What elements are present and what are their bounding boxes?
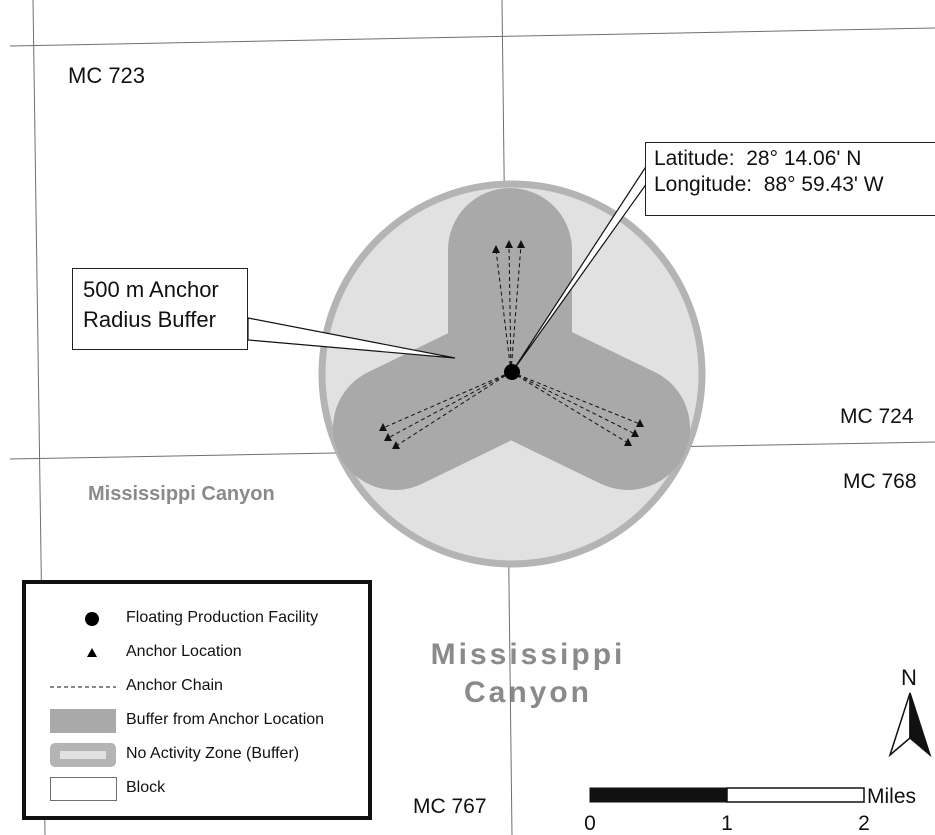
north-arrow-icon-left (888, 692, 911, 758)
coordinates-callout: Latitude: 28° 14.06' N Longitude: 88° 59… (645, 142, 935, 216)
legend-item-anchor-buffer: Buffer from Anchor Location (26, 704, 368, 738)
buffer-leader (247, 317, 456, 359)
scale-bar: Miles 0 1 2 (584, 785, 916, 835)
area-label-large-line2: Canyon (464, 676, 592, 709)
north-arrow-label: N (901, 665, 917, 690)
block-label-mc724: MC 724 (840, 405, 914, 428)
filled-circle-icon (85, 612, 99, 626)
anchor-location-icon (384, 433, 392, 441)
legend-label: Buffer from Anchor Location (126, 711, 325, 728)
legend-item-block: Block (26, 772, 368, 806)
scale-bar-tick-2: 2 (858, 812, 870, 835)
legend-item-anchor-location: Anchor Location (26, 636, 368, 670)
anchor-location-icon (631, 429, 639, 437)
longitude-text: Longitude: 88° 59.43' W (654, 173, 884, 196)
anchor-locations (379, 240, 644, 449)
anchor-chain (510, 371, 641, 425)
anchor-chain (382, 371, 512, 429)
latitude-text: Latitude: 28° 14.06' N (654, 147, 862, 170)
anchor-chain (395, 371, 512, 447)
legend-item-facility: Floating Production Facility (26, 602, 368, 636)
anchor-chain (508, 244, 512, 373)
anchor-chain (510, 371, 636, 435)
anchor-location-icon (379, 423, 387, 431)
scale-bar-tick-0: 0 (584, 812, 596, 835)
scale-bar-unit: Miles (867, 785, 916, 808)
north-arrow: N (888, 665, 932, 758)
gray-rectangle-icon (50, 709, 116, 733)
legend-label: Floating Production Facility (126, 609, 319, 626)
triangle-icon (87, 648, 97, 657)
buffer-callout-line2: Radius Buffer (83, 307, 216, 332)
anchor-location-icon (505, 240, 513, 248)
gray-outline-rectangle-icon (50, 743, 116, 767)
white-rectangle-icon (50, 777, 117, 801)
block-label-mc723: MC 723 (68, 63, 145, 88)
anchor-chain (510, 244, 522, 373)
anchor-location-icon (624, 438, 632, 446)
anchor-location-icon (492, 245, 500, 253)
block-label-mc767: MC 767 (413, 795, 487, 818)
anchor-location-icon (636, 419, 644, 427)
legend-label: Block (126, 779, 166, 796)
legend: Floating Production Facility Anchor Loca… (22, 580, 372, 820)
block-line-top (9, 27, 935, 47)
area-label-large-line1: Mississippi (431, 638, 626, 671)
legend-item-no-activity-zone: No Activity Zone (Buffer) (26, 738, 368, 772)
scale-bar-white-segment (726, 787, 865, 803)
area-label-small: Mississippi Canyon (88, 483, 275, 505)
legend-item-anchor-chain: Anchor Chain (26, 670, 368, 704)
anchor-chain (510, 371, 629, 444)
dashed-line-icon (50, 686, 116, 688)
floating-production-facility-icon (504, 364, 520, 380)
anchor-location-icon (517, 240, 525, 248)
scale-bar-tick-1: 1 (721, 812, 733, 835)
north-arrow-icon-right (909, 692, 932, 758)
anchor-location-icon (392, 441, 400, 449)
anchor-chains (382, 244, 641, 447)
buffer-callout-line1: 500 m Anchor (83, 277, 219, 302)
legend-label: Anchor Location (126, 643, 242, 660)
legend-label: No Activity Zone (Buffer) (126, 745, 300, 762)
buffer-radius-callout: 500 m Anchor Radius Buffer (72, 268, 248, 350)
legend-label: Anchor Chain (126, 677, 223, 694)
block-label-mc768: MC 768 (843, 470, 917, 493)
scale-bar-black-segment (589, 787, 728, 803)
anchor-chain (387, 371, 512, 439)
